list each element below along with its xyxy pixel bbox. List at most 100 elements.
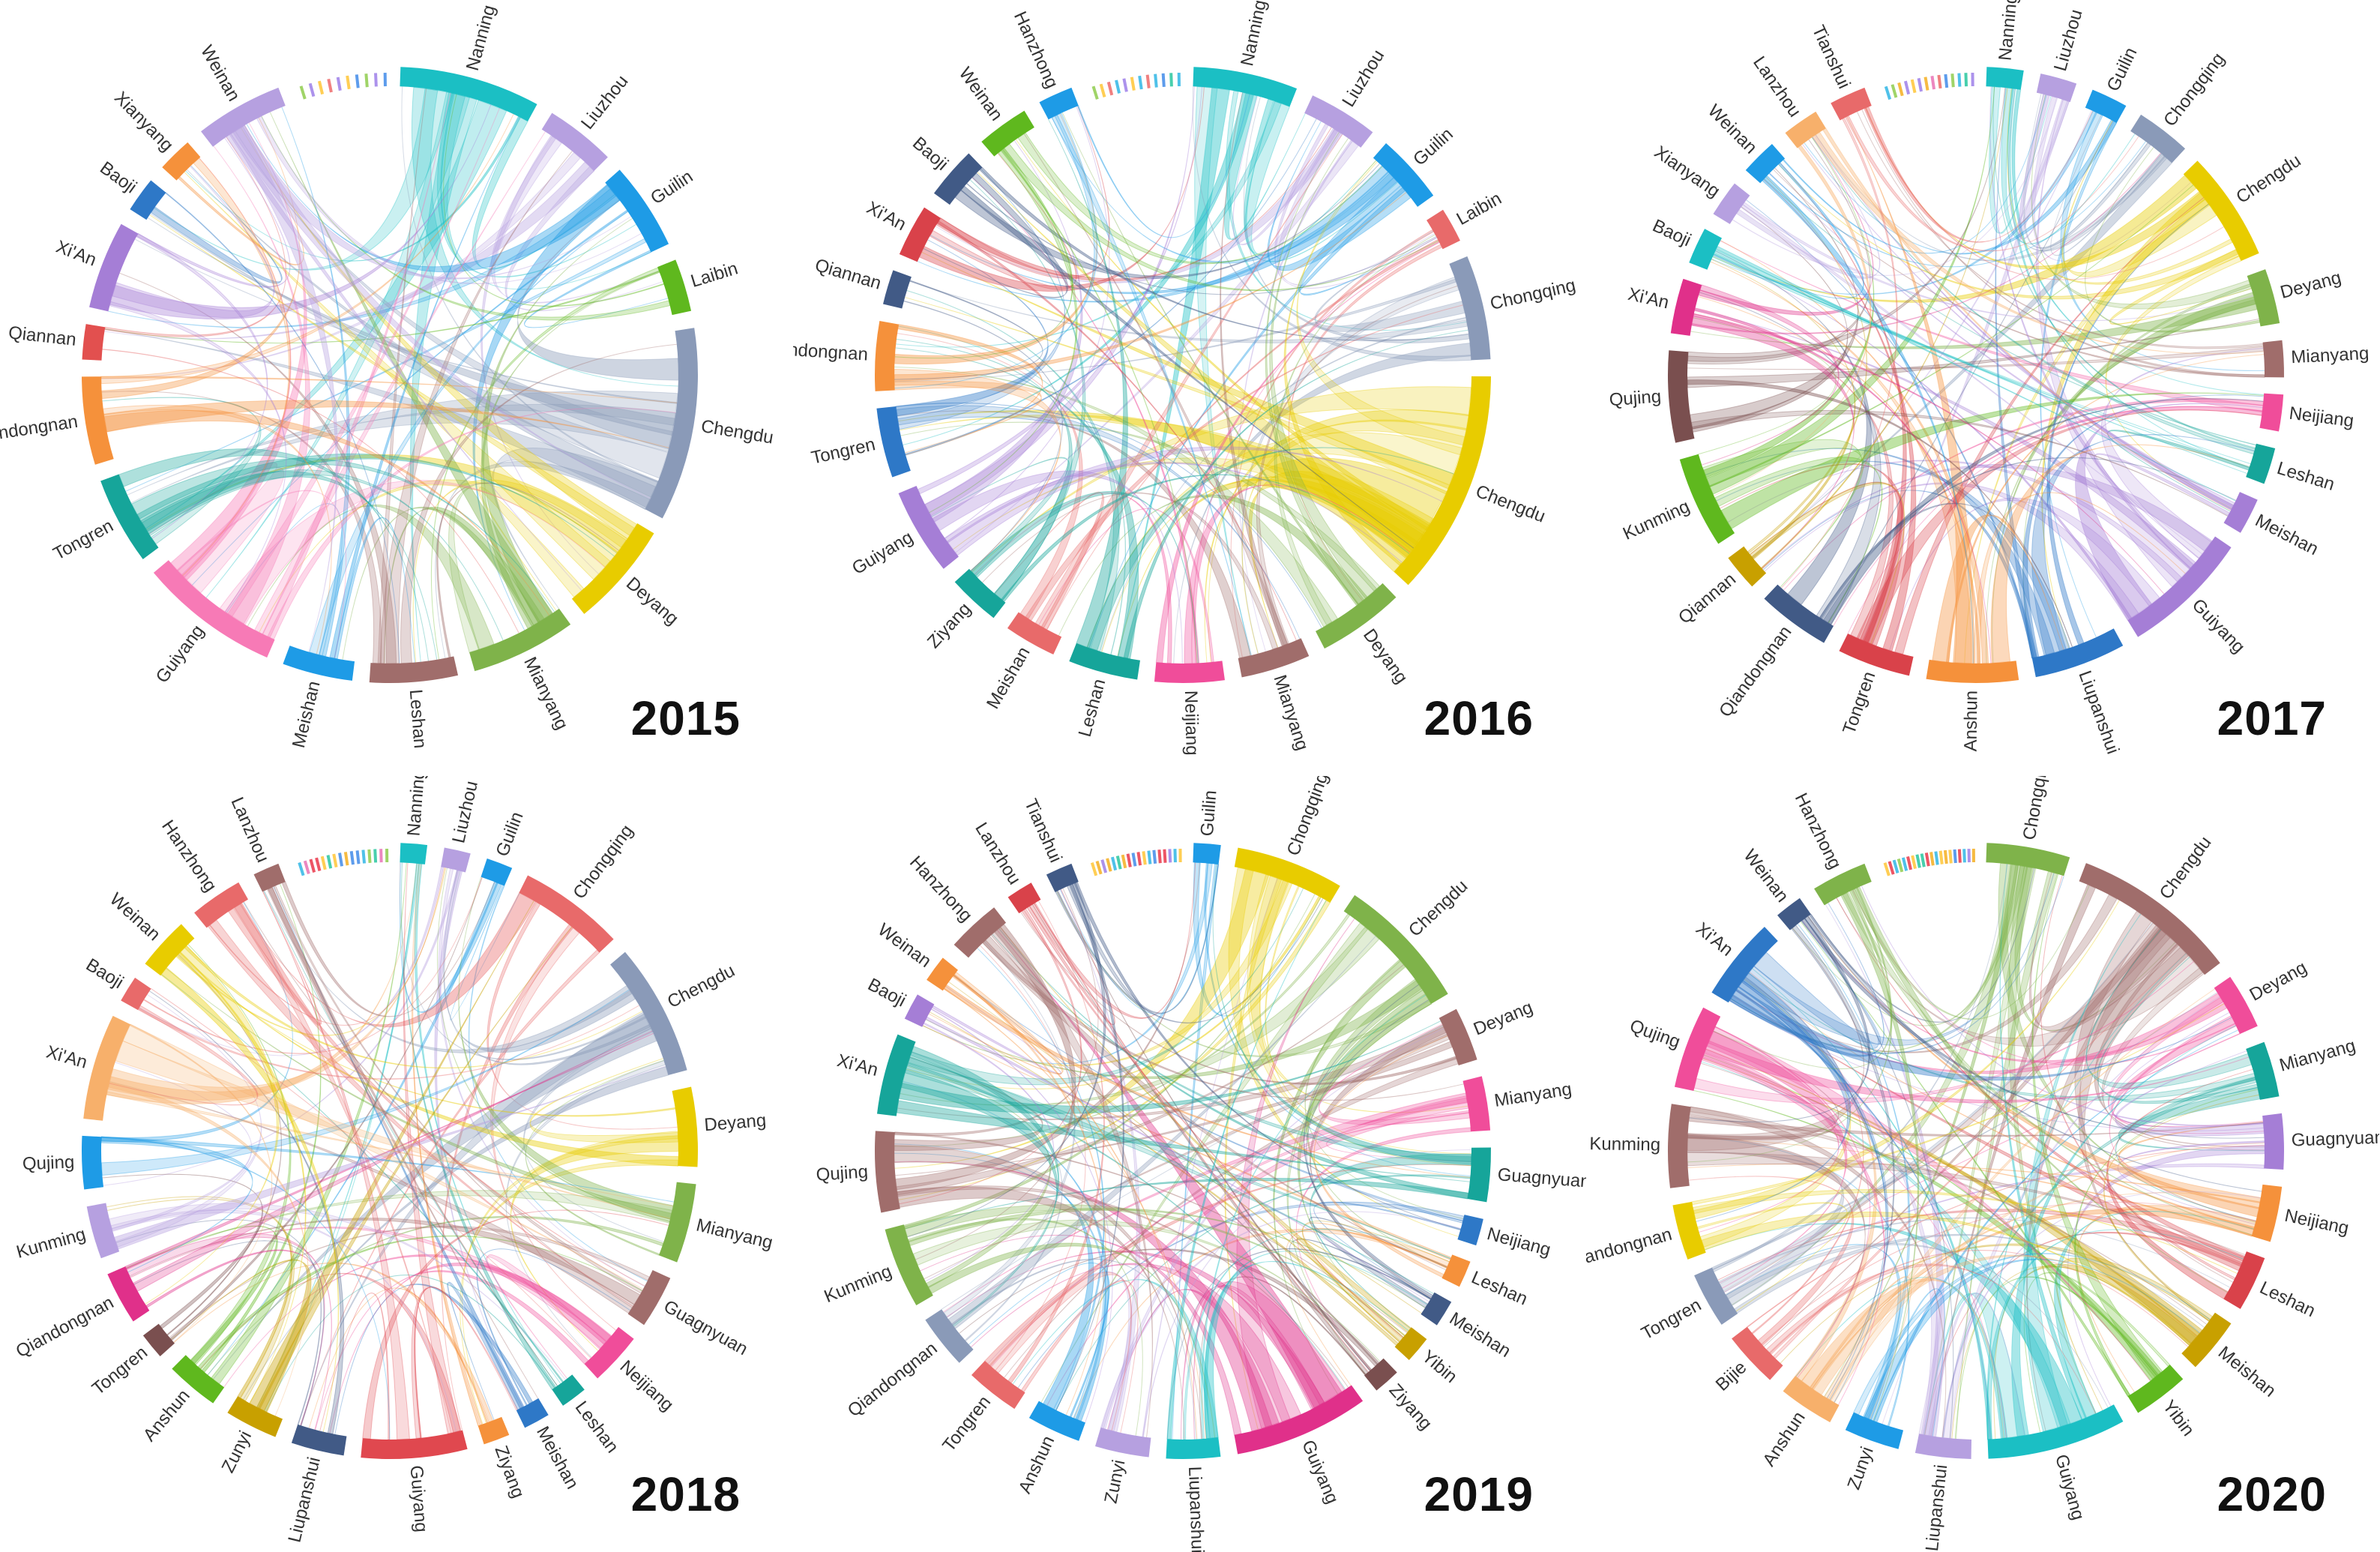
ribbon-mianyang-guagnyuan: [2118, 1086, 2265, 1152]
year-label-2015: 2015: [630, 691, 741, 745]
ribbon-nanning-zunyi: [256, 863, 420, 1408]
ribbon-hanzhong-qiandongnan: [894, 112, 1098, 389]
minor-node-tick: [1152, 849, 1157, 864]
ribbon-liupanshui-guiyang: [1928, 1293, 2025, 1437]
ribbon-liupanshui-yibin: [1203, 1261, 1409, 1440]
ribbon-kunming-meishan: [908, 1207, 1426, 1308]
ribbon-hanzhong-guagnyuan: [228, 907, 645, 1287]
minor-node-tick: [1910, 79, 1917, 94]
arc-guagnyuan: [2262, 1113, 2284, 1170]
ribbon-kunming-qiandongnan: [1714, 457, 1883, 624]
ribbon-deyang-neijiang: [510, 1135, 679, 1351]
ribbon-leshan-weinan: [1764, 178, 2257, 446]
ribbon-meishan-leshan: [334, 517, 415, 663]
ribbon-nanning-qiandongnan: [896, 100, 1282, 348]
ribbon-ziyang-lanzhou: [1031, 904, 1369, 1376]
ribbon-leshan-nanning: [1992, 86, 2256, 450]
ribbon-baoji-guilin: [954, 163, 1380, 279]
ribbon-xi-an-guagnyuan: [896, 1100, 1470, 1182]
ribbon-chongqing-liupanshui: [1955, 870, 2058, 1440]
minor-node-tick: [1131, 852, 1137, 867]
ribbon-guagnyuan-xi-an: [109, 1081, 635, 1314]
minor-node-tick: [1964, 73, 1968, 87]
node-label-qiandongnan: Qiandongnan: [844, 1338, 942, 1422]
ribbon-qiandongnan-meishan: [1819, 457, 2236, 619]
ribbon-kunming-chongqing: [903, 894, 1316, 1230]
arc-leshan: [1069, 643, 1140, 680]
arc-baoji: [933, 153, 983, 205]
arc-meishan: [2223, 492, 2258, 533]
ribbon-ziyang-qiandongnan: [896, 339, 1073, 601]
ribbon-yibin-guiyang: [2023, 1272, 2171, 1433]
arc-weinan: [981, 110, 1034, 157]
ribbon-deyang-neijiang: [2109, 1014, 2256, 1222]
arc-weinan: [927, 957, 958, 991]
ribbon-mianyang-tongren: [897, 410, 1252, 659]
node-label-meishan: Meishan: [2214, 1342, 2280, 1401]
ribbon-qiandongnan-xi-an: [1699, 978, 1852, 1248]
node-label-xianyang: Xianyang: [110, 88, 177, 155]
ribbon-zunyi-deyang: [1100, 1028, 1444, 1430]
arc-ziyang: [1364, 1358, 1397, 1391]
ribbon-deyang-tongren: [900, 421, 1381, 592]
ribbon-xi-an-weinan: [136, 137, 291, 288]
ribbon-guiyang-liupanshui: [319, 1293, 390, 1440]
ribbon-chengdu-hanzhong: [1836, 897, 2204, 1047]
year-label-2017: 2017: [2217, 691, 2327, 745]
ribbon-xi-an-anshun: [1694, 307, 1992, 664]
ribbon-chengdu-neijiang: [505, 1059, 666, 1358]
ribbon-chongqing-guilin: [2050, 115, 2163, 256]
ribbon-guiyang-kunming: [1727, 460, 2182, 583]
ribbon-neijiang-qiandongnan: [1833, 406, 2263, 626]
ribbon-deyang-guagnyuan: [2107, 996, 2265, 1134]
ribbon-guiyang-tongren: [1889, 497, 2160, 651]
ribbon-chengdu-guiyang: [1273, 960, 1406, 1395]
node-label-yibin: Yibin: [2158, 1396, 2198, 1440]
minor-node-tick: [326, 855, 333, 869]
ribbon-tongren-hanzhong: [980, 945, 1086, 1371]
ribbon-tongren-lanzhou: [1007, 900, 1105, 1384]
ribbon-yibin-mianyang: [2074, 1089, 2259, 1398]
ribbon-guiyang-meishan: [411, 1287, 518, 1439]
ribbon-mianyang-weinan: [1023, 133, 1289, 646]
arc-yibin: [2127, 1365, 2184, 1413]
node-label-neijiang: Neijiang: [1181, 691, 1202, 756]
ribbon-liuzhou-deyang: [480, 134, 600, 574]
ribbon-hanzhong-nanning: [1076, 94, 1250, 238]
arc-hanzhong: [194, 882, 249, 928]
ribbon-hanzhong-zunyi: [990, 926, 1154, 1437]
ribbon-weinan-qiandongnan: [894, 147, 1073, 359]
node-label-neijiang: Neijiang: [616, 1356, 678, 1416]
ribbon-leshan-anshun: [1073, 1228, 1450, 1419]
node-label-chengdu: Chengdu: [2156, 832, 2216, 903]
ribbon-liupanshui-deyang: [1943, 996, 2220, 1440]
ribbon-xianyang-weinan: [178, 125, 304, 265]
arc-laibin: [657, 259, 692, 316]
minor-node-tick: [1115, 79, 1121, 94]
arc-weinan: [1745, 143, 1786, 184]
ribbon-mianyang-qiandongnan: [943, 1092, 1468, 1313]
ribbon-xi-an-anshun: [1741, 979, 1887, 1401]
ribbon-yibin-hanzhong: [1000, 927, 1412, 1333]
arc-zunyi: [1845, 1412, 1904, 1449]
ribbon-chengdu-guagnyuan: [2094, 942, 2265, 1148]
node-label-xi-an: Xi'An: [864, 198, 909, 235]
ribbon-guiyang-liuzhou: [254, 131, 546, 635]
ribbon-chengdu-leshan: [2074, 910, 2234, 1283]
minor-node-tick: [1115, 855, 1122, 870]
ribbon-leshan-hanzhong: [1048, 119, 1128, 649]
ribbon-bijie-guagnyuan: [1747, 1144, 2265, 1328]
minor-node-tick: [327, 78, 333, 93]
ribbon-xi-an-hanzhong: [936, 106, 1110, 280]
ribbon-mianyang-ziyang: [1296, 1127, 1471, 1371]
ribbon-chongqing-chengdu: [2014, 865, 2176, 1032]
arc-leshan: [369, 656, 459, 684]
ribbon-yibin-meishan: [1296, 1237, 1422, 1342]
ribbon-deyang-hanzhong: [1852, 889, 2236, 1066]
ribbon-deyang-kunming: [924, 1033, 1450, 1280]
minor-node-tick: [367, 849, 372, 864]
ribbon-nanning-chongqing: [1226, 90, 1467, 331]
ribbon-guiyang-nanning: [917, 86, 1202, 495]
arc-mianyang: [1238, 638, 1310, 678]
ribbon-zunyi-kunming: [106, 1196, 295, 1402]
